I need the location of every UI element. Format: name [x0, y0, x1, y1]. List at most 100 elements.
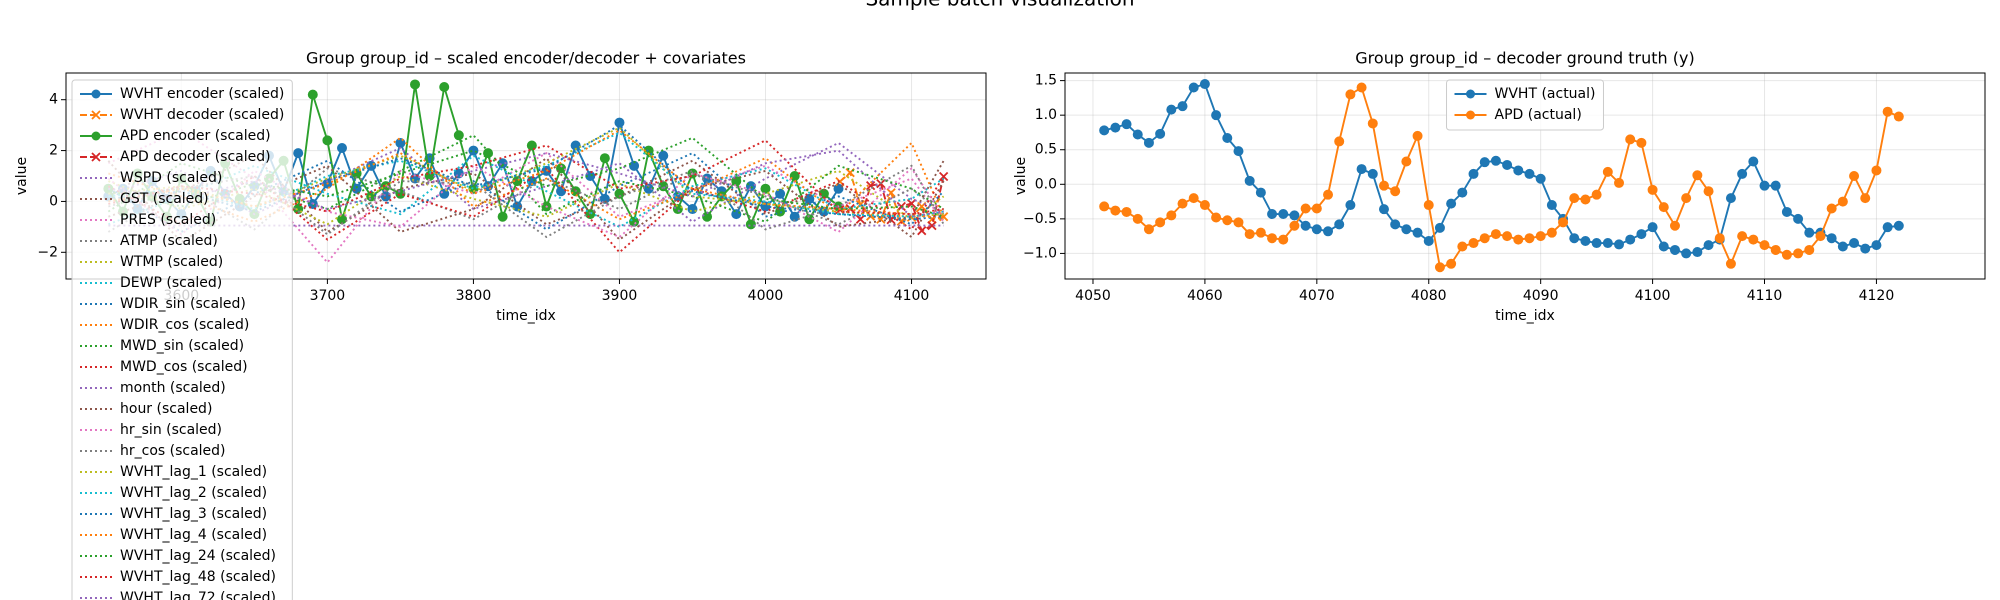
data-point — [1121, 119, 1132, 130]
data-point — [1793, 248, 1804, 259]
data-point — [526, 140, 537, 151]
data-point — [1289, 210, 1300, 221]
legend-label: MWD_sin (scaled) — [120, 338, 244, 354]
legend-marker — [91, 131, 101, 141]
data-point — [1446, 258, 1457, 269]
data-point — [1155, 217, 1166, 228]
series — [107, 164, 945, 239]
data-point — [1479, 157, 1490, 168]
data-point — [1725, 258, 1736, 269]
y-tick-label: 2 — [49, 143, 58, 159]
legend-label: WVHT_lag_1 (scaled) — [120, 464, 267, 480]
data-point — [322, 135, 333, 146]
legend-box — [71, 79, 293, 600]
legend-label: APD encoder (scaled) — [120, 128, 271, 144]
data-point — [439, 81, 450, 92]
data-point — [1759, 180, 1770, 191]
x-tick-label: 4070 — [1299, 288, 1335, 304]
series — [107, 167, 945, 254]
data-point — [1367, 118, 1378, 129]
series-line — [108, 139, 944, 216]
data-point — [1692, 170, 1703, 181]
series-line — [108, 154, 945, 228]
data-point — [731, 176, 742, 187]
y-tick-label: −1.0 — [1023, 245, 1057, 261]
data-point — [1804, 227, 1815, 238]
x-axis-label: time_idx — [496, 308, 556, 324]
legend-box — [1446, 79, 1604, 131]
data-point — [1770, 244, 1781, 255]
legend-label: hour (scaled) — [120, 401, 212, 417]
legend-label: month (scaled) — [120, 380, 226, 396]
x-tick-label: 4000 — [748, 288, 784, 304]
legend: WVHT encoder (scaled) WVHT decoder (scale… — [71, 79, 293, 600]
data-point — [1311, 224, 1322, 235]
legend-marker — [1466, 89, 1476, 99]
data-point — [1759, 240, 1770, 251]
data-point — [1614, 239, 1625, 250]
legend-label: WDIR_cos (scaled) — [120, 317, 249, 333]
series — [108, 139, 944, 216]
data-point — [1636, 137, 1647, 148]
data-point — [1849, 238, 1860, 249]
data-point — [1703, 240, 1714, 251]
data-point — [1244, 175, 1255, 186]
legend-label: WVHT_lag_4 (scaled) — [120, 527, 267, 543]
data-point — [1267, 233, 1278, 244]
data-point — [453, 130, 464, 141]
y-tick-label: −0.5 — [1023, 211, 1057, 227]
data-point — [1580, 235, 1591, 246]
y-tick-label: 0.0 — [1035, 176, 1057, 192]
series-line — [107, 167, 945, 254]
data-point — [1390, 186, 1401, 197]
data-point — [1893, 111, 1904, 122]
data-point — [1513, 165, 1524, 176]
data-point — [1849, 171, 1860, 181]
data-point — [1166, 210, 1177, 221]
data-point — [1390, 219, 1401, 230]
data-point — [1558, 217, 1569, 228]
data-point — [1681, 248, 1692, 259]
data-point — [1334, 219, 1345, 230]
data-point — [468, 145, 479, 156]
data-point — [1434, 222, 1445, 233]
data-point — [1278, 234, 1289, 245]
data-point — [1401, 156, 1412, 167]
data-point — [1211, 212, 1222, 223]
data-point — [1490, 155, 1501, 166]
data-point — [1546, 200, 1557, 211]
legend-label: WVHT (actual) — [1495, 86, 1596, 102]
series-line — [107, 164, 945, 239]
data-point — [1099, 125, 1110, 136]
series-line — [107, 164, 945, 239]
data-point — [1748, 156, 1759, 167]
data-point — [1468, 238, 1479, 249]
data-point — [1177, 101, 1188, 112]
data-point — [1255, 187, 1266, 198]
data-point — [1110, 122, 1121, 133]
data-point — [1300, 203, 1311, 214]
data-point — [1334, 136, 1345, 147]
data-point — [1132, 213, 1143, 224]
data-point — [395, 188, 406, 199]
data-point — [337, 143, 347, 154]
series — [108, 131, 944, 218]
data-point — [1860, 243, 1871, 254]
y-axis-label: value — [1013, 157, 1029, 195]
series-line — [107, 134, 945, 223]
data-point — [410, 79, 421, 90]
data-point — [865, 181, 876, 191]
data-point — [1323, 189, 1334, 200]
data-point — [1457, 241, 1468, 252]
legend-label: WVHT decoder (scaled) — [120, 107, 284, 123]
data-point — [855, 214, 866, 224]
data-point — [1378, 204, 1389, 215]
data-point — [1580, 194, 1591, 205]
y-tick-label: 4 — [49, 92, 58, 108]
data-point — [855, 199, 866, 210]
data-point — [658, 150, 669, 161]
data-point — [1826, 203, 1837, 214]
data-point — [1546, 227, 1557, 238]
data-point — [1535, 231, 1546, 242]
data-point — [1837, 196, 1848, 207]
